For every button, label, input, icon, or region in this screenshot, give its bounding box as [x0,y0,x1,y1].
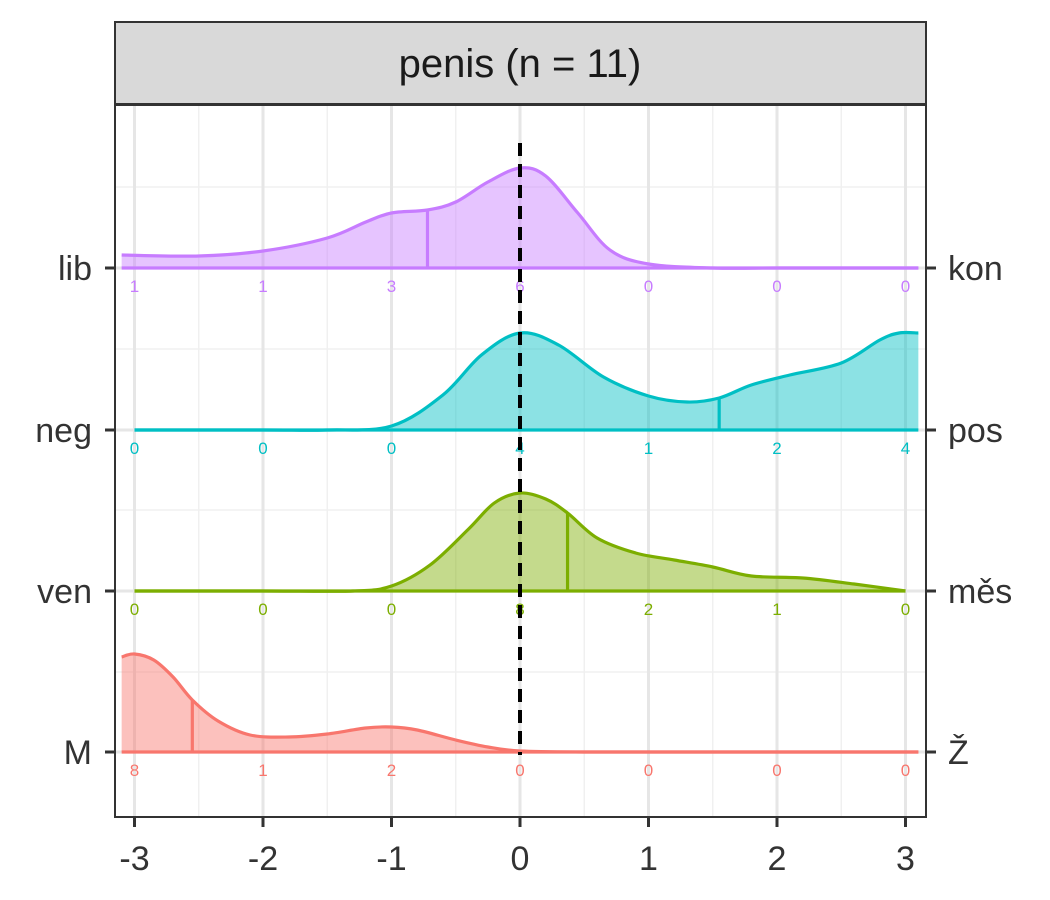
x-tick-label: 3 [896,840,915,878]
count-label: 0 [258,600,267,619]
x-tick-label: -2 [248,840,278,878]
count-label: 0 [387,600,396,619]
count-label: 1 [772,600,781,619]
count-label: 8 [130,761,139,780]
density-area [121,653,919,753]
y-label-left: ven [37,573,92,611]
count-label: 1 [130,277,139,296]
count-label: 2 [387,761,396,780]
density-area [134,332,919,431]
facet-strip-title: penis (n = 11) [399,42,642,86]
count-label: 0 [901,277,910,296]
count-label: 2 [772,439,781,458]
y-label-right: měs [948,573,1012,611]
y-label-left: neg [35,412,92,450]
count-label: 0 [644,761,653,780]
count-label: 0 [515,761,524,780]
count-label: 3 [387,277,396,296]
y-label-right: Ž [948,734,969,772]
count-label: 2 [644,600,653,619]
x-tick-label: 0 [511,840,530,878]
x-tick-label: -3 [119,840,149,878]
count-label: 1 [258,277,267,296]
count-label: 0 [130,600,139,619]
count-label: 0 [130,439,139,458]
count-label: 0 [772,277,781,296]
count-label: 6 [515,277,524,296]
count-label: 0 [772,761,781,780]
y-label-left: M [64,734,92,772]
y-label-left: lib [58,250,92,288]
x-tick-label: -1 [376,840,406,878]
count-label: 0 [258,439,267,458]
y-label-right: pos [948,412,1003,450]
count-label: 0 [901,600,910,619]
count-label: 0 [644,277,653,296]
x-tick-label: 2 [768,840,787,878]
count-label: 0 [901,761,910,780]
count-label: 0 [387,439,396,458]
count-label: 4 [901,439,910,458]
axes: -3 -2 -1 0 1 2 3 lib kon neg pos ven měs M Ž [35,250,1012,878]
count-label: 1 [644,439,653,458]
facet-strip [114,21,927,105]
y-label-right: kon [948,250,1003,288]
x-tick-label: 1 [639,840,658,878]
count-label: 1 [258,761,267,780]
